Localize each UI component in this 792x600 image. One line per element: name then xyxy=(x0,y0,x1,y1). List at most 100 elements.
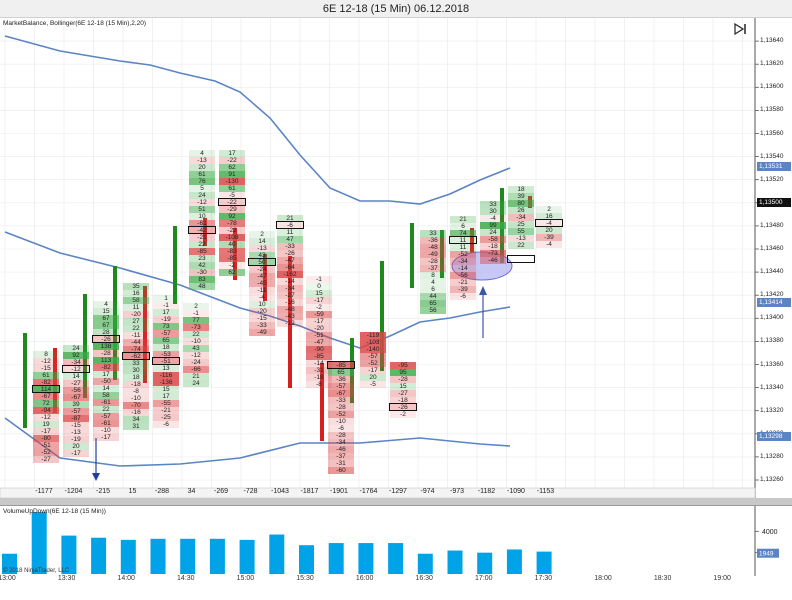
time-tick-label: 18:00 xyxy=(594,575,612,582)
footprint-cell: -56 xyxy=(450,272,476,279)
candle-body xyxy=(143,286,147,383)
footprint-cell: -8 xyxy=(306,381,332,388)
footprint-column: 35 16 58 11 -20 27 22 -11 -44 -74 -62 33 30 18 -18 -8 -1… xyxy=(122,283,150,430)
footprint-cell: -116 xyxy=(153,372,179,379)
price-tick-label: 1,13600 xyxy=(760,83,784,91)
footprint-cell: 25 xyxy=(508,221,534,228)
time-tick-label: 13:30 xyxy=(57,575,76,582)
footprint-cell: -67 xyxy=(63,394,89,401)
footprint-cell: -46 xyxy=(480,257,506,264)
footprint-cell: -140 xyxy=(360,346,386,353)
footprint-cell: 74 xyxy=(450,230,476,237)
footprint-cell: -31 xyxy=(306,367,332,374)
footprint-cell: -19 xyxy=(63,436,89,443)
footprint-cell: 28 xyxy=(93,329,119,336)
footprint-cell: 39 xyxy=(508,193,534,200)
footprint-cell: -6 xyxy=(450,293,476,300)
footprint-cell: 56 xyxy=(420,307,446,314)
footprint-cell: -64 xyxy=(277,264,303,271)
footprint-cell: 62 xyxy=(219,269,245,276)
delta-value: -1177 xyxy=(35,488,53,495)
footprint-cell: 11 xyxy=(123,304,149,311)
volume-panel[interactable]: 400020001949 VolumeUpDown(6E 12-18 (15 M… xyxy=(0,505,792,576)
footprint-cell: 39 xyxy=(63,401,89,408)
footprint-column: 33 -36 -48 -49 -28 -37 8 4 6 44 65 56 xyxy=(420,230,446,314)
candle-body xyxy=(288,256,292,388)
volume-study-label: VolumeUpDown(6E 12-18 (15 Min)) xyxy=(3,508,106,515)
skip-forward-icon[interactable] xyxy=(734,22,748,36)
footprint-cell: -119 xyxy=(360,332,386,339)
footprint-cell: -61 xyxy=(93,399,119,406)
footprint-cell: 2 xyxy=(249,231,275,238)
footprint-cell: 23 xyxy=(189,255,215,262)
footprint-cell: 11 xyxy=(450,244,476,251)
poc-marker xyxy=(276,221,304,229)
footprint-cell: 44 xyxy=(420,293,446,300)
footprint-cell: -49 xyxy=(420,251,446,258)
price-badge: 1,13298 xyxy=(757,431,791,441)
footprint-cell: -74 xyxy=(123,346,149,353)
time-tick-label: 14:30 xyxy=(177,575,195,582)
footprint-cell: -46 xyxy=(328,446,354,453)
footprint-cell: 18 xyxy=(123,374,149,381)
footprint-cell: 4 xyxy=(93,301,119,308)
footprint-cell: -53 xyxy=(153,351,179,358)
candle-body xyxy=(23,333,27,428)
footprint-cell: 48 xyxy=(189,283,215,290)
footprint-cell: -34 xyxy=(508,214,534,221)
poc-marker xyxy=(92,335,120,343)
price-tick-label: 1,13520 xyxy=(760,175,784,183)
price-tick-label: 1,13360 xyxy=(760,360,784,368)
poc-marker xyxy=(152,357,180,365)
volume-tick-label: 4000 xyxy=(762,529,778,536)
footprint-cell: -26 xyxy=(390,404,416,411)
footprint-cell: -13 xyxy=(508,235,534,242)
footprint-cell: -61 xyxy=(189,220,215,227)
footprint-cell: -37 xyxy=(328,453,354,460)
price-tick-label: 1,13340 xyxy=(760,383,784,391)
price-tick-label: 1,13420 xyxy=(760,291,784,299)
footprint-cell: 8 xyxy=(33,351,59,358)
footprint-cell: -70 xyxy=(123,402,149,409)
volume-bar xyxy=(328,543,344,574)
footprint-cell: -17 xyxy=(33,428,59,435)
footprint-cell: -34 xyxy=(63,359,89,366)
footprint-cell: -4 xyxy=(249,294,275,301)
delta-row-background xyxy=(0,487,756,498)
delta-value: -1090 xyxy=(507,488,525,495)
footprint-cell: -51 xyxy=(306,332,332,339)
panel-separator[interactable] xyxy=(0,498,792,505)
footprint-column: 18 39 80 26 -34 25 55 -13 22 xyxy=(507,186,535,263)
footprint-cell: -1 xyxy=(306,276,332,283)
footprint-cell: -26 xyxy=(277,250,303,257)
footprint-cell: -48 xyxy=(420,244,446,251)
footprint-column: 24 92 -34 -12 14 -27 -56 -67 39 -57 -87 -15 -13 -19 20… xyxy=(62,345,90,457)
footprint-cell: 11 xyxy=(277,229,303,236)
bollinger-bottom-line xyxy=(4,417,511,467)
footprint-column: 4 -13 20 61 76 5 24 -12 51 10 -61 -42 -21 22 -85 23 42 -3… xyxy=(188,150,216,290)
footprint-cell: -36 xyxy=(328,376,354,383)
footprint-cell: 10 xyxy=(189,213,215,220)
footprint-cell: -6 xyxy=(277,222,303,229)
footprint-layer: 8 -12 -15 61 -82 114 -67 72 -94 -12 19 -17 -80 -51 -52… xyxy=(0,18,755,498)
footprint-cell: -17 xyxy=(63,450,89,457)
footprint-cell: -17 xyxy=(306,318,332,325)
footprint-cell: 67 xyxy=(93,322,119,329)
footprint-cell: -87 xyxy=(63,415,89,422)
footprint-cell: 30 xyxy=(123,367,149,374)
volume-bar xyxy=(150,538,166,574)
footprint-cell: -52 xyxy=(33,449,59,456)
time-axis[interactable]: 13:00 13:30 14:00 14:30 15:00 15:30 16:00 16:30… xyxy=(0,575,792,600)
footprint-cell: -51 xyxy=(33,442,59,449)
footprint-cell: 83 xyxy=(189,276,215,283)
price-chart-panel[interactable]: 8 -12 -15 61 -82 114 -67 72 -94 -12 19 -17 -80 -51 -52… xyxy=(0,18,792,498)
footprint-cell: -18 xyxy=(123,381,149,388)
footprint-cell: 34 xyxy=(123,416,149,423)
candle-body xyxy=(470,228,474,253)
footprint-cell: -82 xyxy=(33,379,59,386)
footprint-cell: -47 xyxy=(277,257,303,264)
footprint-cell: -11 xyxy=(123,332,149,339)
footprint-cell: -12 xyxy=(33,358,59,365)
footprint-cell: 61 xyxy=(33,372,59,379)
bollinger-lower-line xyxy=(4,231,511,349)
